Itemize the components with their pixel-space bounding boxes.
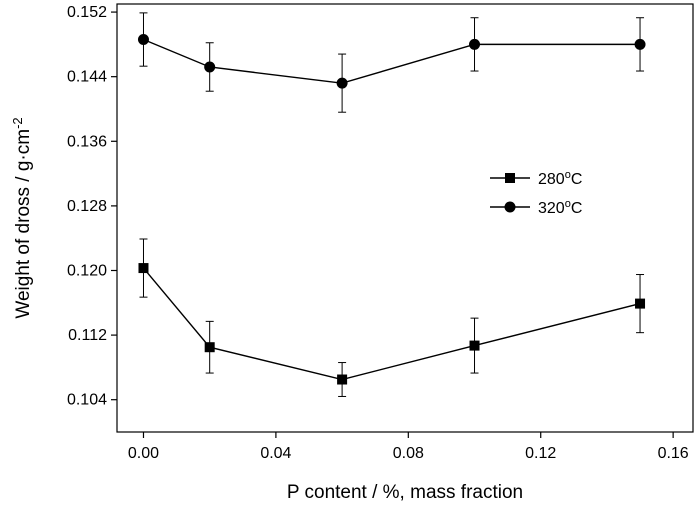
x-tick-label: 0.00 bbox=[128, 445, 159, 462]
y-tick-label: 0.152 bbox=[67, 4, 107, 21]
plot-frame bbox=[116, 3, 694, 433]
series-280 bbox=[138, 238, 646, 397]
data-point bbox=[635, 298, 646, 309]
legend-label-280-name: 280 bbox=[538, 171, 565, 188]
series-layer bbox=[137, 12, 646, 397]
y-tick-label: 0.120 bbox=[67, 262, 107, 279]
x-tick-label: 0.08 bbox=[393, 445, 424, 462]
y-tick-label: 0.104 bbox=[67, 392, 107, 409]
data-point bbox=[204, 61, 216, 73]
data-point bbox=[337, 374, 348, 385]
x-tick-label: 0.16 bbox=[658, 445, 689, 462]
y-axis-title: Weight of dross / g·cm-2 bbox=[10, 117, 34, 318]
series-line-280 bbox=[142, 267, 641, 381]
x-tick-label: 0.04 bbox=[260, 445, 291, 462]
y-axis-title-main: Weight of dross / g·cm bbox=[13, 129, 34, 319]
legend-marker-280 bbox=[505, 173, 515, 183]
legend-label-280-sup: o bbox=[565, 169, 571, 181]
legend-label-320-name: 320 bbox=[538, 200, 565, 217]
y-tick-label: 0.128 bbox=[67, 198, 107, 215]
data-point bbox=[138, 263, 149, 274]
axis-ticks: 0.00 0.04 0.08 0.12 0.16 0.104 0.112 0.120 0.128… bbox=[67, 4, 689, 462]
data-point bbox=[204, 342, 215, 353]
legend-label-320-suffix: C bbox=[571, 200, 583, 217]
legend-label-320: 320oC bbox=[538, 198, 582, 217]
y-tick-label: 0.112 bbox=[68, 327, 107, 344]
y-axis-title-exponent: -2 bbox=[10, 117, 25, 129]
y-tick-label: 0.136 bbox=[67, 133, 107, 150]
data-point bbox=[137, 34, 149, 46]
data-point bbox=[469, 340, 480, 351]
series-320 bbox=[137, 12, 646, 113]
legend: 280oC 320oC bbox=[490, 169, 582, 217]
legend-label-280: 280oC bbox=[538, 169, 582, 188]
y-tick-label: 0.144 bbox=[67, 69, 107, 86]
x-tick-label: 0.12 bbox=[525, 445, 556, 462]
legend-marker-320 bbox=[504, 201, 516, 213]
legend-label-280-suffix: C bbox=[571, 171, 583, 188]
data-point bbox=[336, 77, 348, 89]
legend-label-320-sup: o bbox=[565, 198, 571, 210]
data-point bbox=[469, 38, 481, 50]
series-line-320 bbox=[143, 38, 641, 84]
data-point bbox=[634, 38, 646, 50]
x-axis-title: P content / %, mass fraction bbox=[287, 482, 523, 503]
